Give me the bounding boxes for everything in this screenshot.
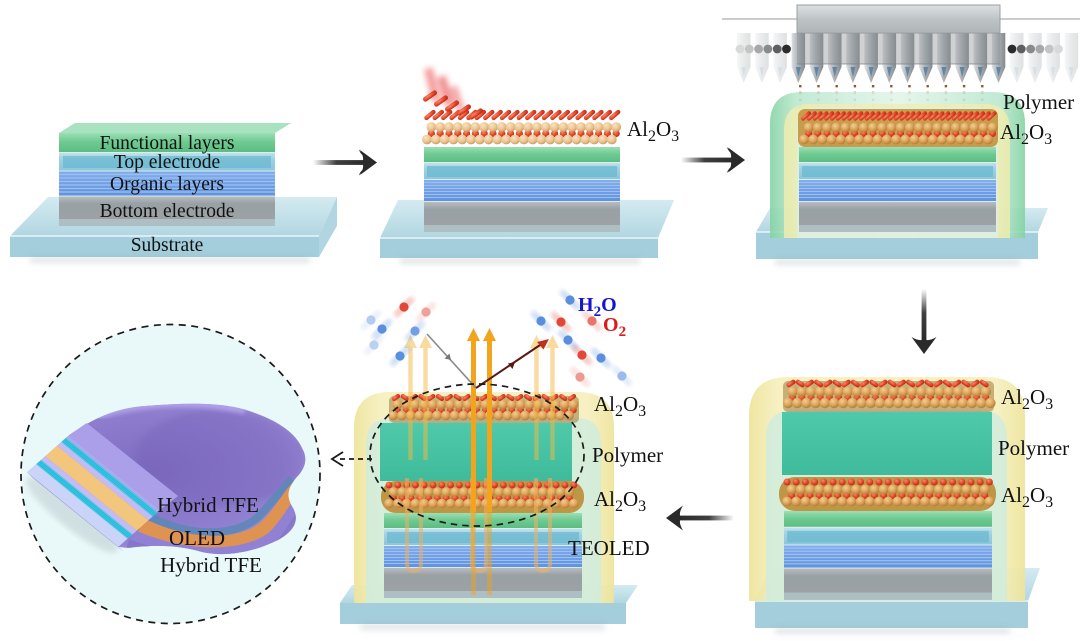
svg-text:H2O: H2O xyxy=(578,294,617,320)
svg-text:Polymer: Polymer xyxy=(1003,90,1074,114)
svg-text:TEOLED: TEOLED xyxy=(568,536,650,560)
svg-text:Al2O3: Al2O3 xyxy=(594,487,646,515)
svg-text:Organic layers: Organic layers xyxy=(110,174,224,195)
svg-text:Functional layers: Functional layers xyxy=(100,133,235,154)
svg-text:Top electrode: Top electrode xyxy=(114,152,220,173)
svg-text:OLED: OLED xyxy=(169,526,225,550)
svg-text:Polymer: Polymer xyxy=(592,443,663,467)
svg-text:Hybrid TFE: Hybrid TFE xyxy=(157,493,259,517)
svg-text:Substrate: Substrate xyxy=(131,235,204,256)
svg-text:Al2O3: Al2O3 xyxy=(1001,483,1053,511)
svg-text:Hybrid TFE: Hybrid TFE xyxy=(160,553,262,577)
svg-text:Bottom electrode: Bottom electrode xyxy=(100,201,235,222)
svg-text:Polymer: Polymer xyxy=(998,436,1069,460)
